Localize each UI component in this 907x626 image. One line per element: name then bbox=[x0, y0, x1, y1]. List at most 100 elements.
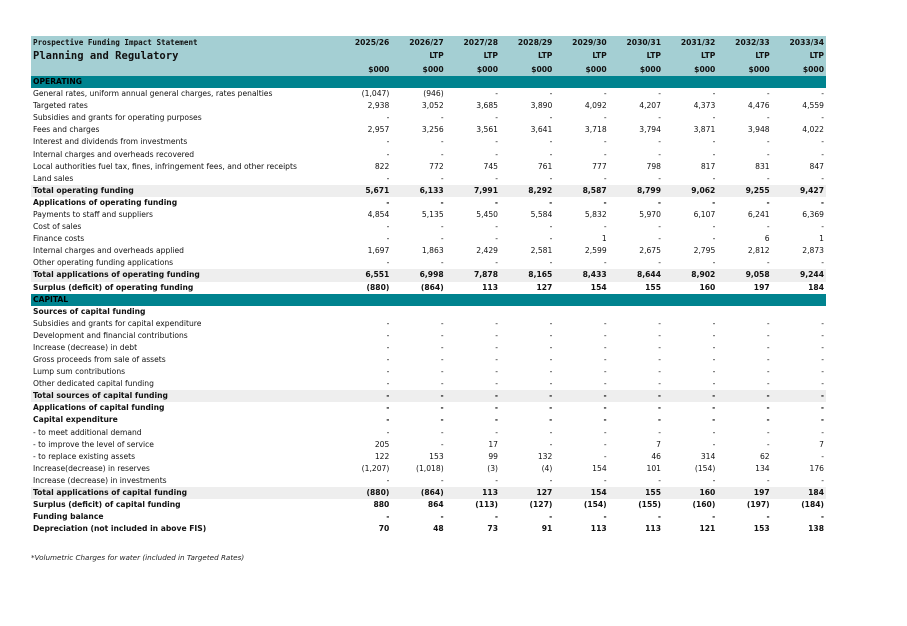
value-cell: 113 bbox=[645, 524, 661, 534]
value-cell: - bbox=[549, 89, 553, 99]
unit-header: $000 bbox=[391, 63, 446, 76]
value-cell: 48 bbox=[433, 524, 444, 534]
value-cell: 7,991 bbox=[445, 184, 500, 197]
value-cell: 7,878 bbox=[445, 269, 500, 282]
table-row: Payments to staff and suppliers 4,854 5,13… bbox=[31, 209, 826, 221]
value-cell: - bbox=[658, 137, 661, 147]
value-cell: (864) bbox=[420, 282, 444, 292]
value-cell: - bbox=[549, 355, 553, 365]
value-cell: 314 bbox=[700, 451, 716, 461]
value-cell: 197 bbox=[753, 282, 770, 292]
value-cell: - bbox=[658, 113, 661, 123]
value-cell: 4,854 bbox=[367, 209, 390, 219]
value-cell: - bbox=[386, 355, 390, 365]
value-cell: 8,165 bbox=[500, 269, 555, 282]
value-cell: - bbox=[440, 355, 444, 365]
value-cell: - bbox=[495, 89, 498, 99]
value-cell: - bbox=[603, 318, 607, 328]
value-cell: 2,675 bbox=[639, 246, 661, 256]
value-cell: - bbox=[549, 342, 553, 352]
value-cell: - bbox=[495, 367, 498, 377]
table-row: Increase (decrease) in debt - - - - - - - - - bbox=[31, 342, 826, 354]
value-cell: 101 bbox=[646, 463, 661, 473]
value-cell: 184 bbox=[808, 282, 824, 292]
value-cell: (127) bbox=[529, 500, 553, 510]
value-cell: 2,599 bbox=[584, 246, 607, 256]
value-cell: 8,644 bbox=[608, 269, 663, 282]
value-cell: - bbox=[821, 149, 824, 159]
funding-impact-statement: Prospective Funding Impact Statement 202… bbox=[31, 36, 826, 535]
value-cell: - bbox=[495, 137, 498, 147]
value-cell: - bbox=[766, 427, 770, 437]
table-row: Total operating funding 5,671 6,133 7,991 8,… bbox=[31, 184, 826, 197]
table-row: Gross proceeds from sale of assets - - - - - -… bbox=[31, 354, 826, 366]
value-cell: - bbox=[658, 330, 661, 340]
plan-header bbox=[337, 49, 392, 63]
value-cell: (1,047) bbox=[361, 89, 390, 99]
value-cell: - bbox=[712, 222, 716, 232]
value-cell: 4,373 bbox=[693, 101, 716, 111]
units-spacer bbox=[31, 63, 338, 76]
row-label: Fees and charges bbox=[33, 125, 100, 135]
value-cell: - bbox=[603, 330, 607, 340]
table-row: Sources of capital funding bbox=[31, 306, 826, 318]
value-cell: - bbox=[712, 137, 716, 147]
table-row: Subsidies and grants for operating purpo… bbox=[31, 112, 826, 124]
value-cell: 5,832 bbox=[584, 209, 607, 219]
value-cell: 847 bbox=[809, 161, 825, 171]
table-row: Interest and dividends from investments -… bbox=[31, 136, 826, 148]
table-row: Total applications of operating funding 6… bbox=[31, 269, 826, 282]
year-header: 2026/27 bbox=[391, 36, 446, 49]
value-cell: - bbox=[386, 197, 390, 207]
row-label: Total applications of operating funding bbox=[31, 269, 338, 282]
value-cell: - bbox=[549, 427, 553, 437]
table-row: - to improve the level of service 205 - 17 -… bbox=[31, 439, 826, 451]
value-cell: 4,559 bbox=[802, 101, 824, 111]
row-label: Development and financial contributions bbox=[33, 330, 188, 340]
value-cell: - bbox=[766, 137, 770, 147]
table-row: Other operating funding applications - - - -… bbox=[31, 257, 826, 269]
value-cell: - bbox=[658, 149, 661, 159]
value-cell: - bbox=[766, 173, 770, 183]
value-cell: - bbox=[603, 173, 607, 183]
value-cell: - bbox=[549, 222, 553, 232]
value-cell: - bbox=[386, 330, 390, 340]
value-cell: - bbox=[440, 234, 444, 244]
value-cell: 91 bbox=[541, 524, 553, 534]
row-label: Total applications of capital funding bbox=[31, 487, 338, 500]
value-cell: 9,058 bbox=[717, 269, 772, 282]
value-cell: - bbox=[766, 258, 770, 268]
table-row: Development and financial contributions -… bbox=[31, 330, 826, 342]
value-cell: 2,957 bbox=[367, 125, 390, 135]
row-label: Surplus (deficit) of capital funding bbox=[33, 500, 181, 510]
table-row: Surplus (deficit) of operating funding (8… bbox=[31, 282, 826, 294]
value-cell: 6,133 bbox=[391, 184, 446, 197]
value-cell: - bbox=[549, 137, 553, 147]
value-cell: - bbox=[608, 390, 663, 403]
value-cell: - bbox=[658, 258, 661, 268]
value-cell: - bbox=[440, 427, 444, 437]
value-cell: 3,718 bbox=[584, 125, 607, 135]
value-cell: - bbox=[766, 512, 770, 522]
value-cell: - bbox=[386, 512, 390, 522]
value-cell: - bbox=[717, 390, 772, 403]
table-row: Funding balance - - - - - - - - - bbox=[31, 511, 826, 523]
table-row: General rates, uniform annual general ch… bbox=[31, 88, 826, 100]
value-cell: - bbox=[495, 234, 498, 244]
row-label: - to improve the level of service bbox=[33, 439, 154, 449]
value-cell: - bbox=[549, 258, 553, 268]
value-cell bbox=[337, 293, 392, 306]
value-cell: 9,062 bbox=[662, 184, 718, 197]
table-row: Finance costs - - - - 1 - - 6 1 bbox=[31, 233, 826, 245]
table-row: Depreciation (not included in above FIS)… bbox=[31, 523, 826, 535]
value-cell: 6,107 bbox=[693, 209, 716, 219]
value-cell bbox=[337, 76, 392, 88]
row-label: Surplus (deficit) of operating funding bbox=[33, 282, 194, 292]
table-row: Increase (decrease) in investments - - - - - -… bbox=[31, 475, 826, 487]
value-cell: 8,433 bbox=[554, 269, 609, 282]
value-cell: 3,794 bbox=[639, 125, 661, 135]
row-label: Funding balance bbox=[33, 512, 104, 522]
plan-header: LTP bbox=[608, 49, 663, 63]
value-cell bbox=[717, 306, 771, 318]
value-cell: - bbox=[766, 330, 770, 340]
